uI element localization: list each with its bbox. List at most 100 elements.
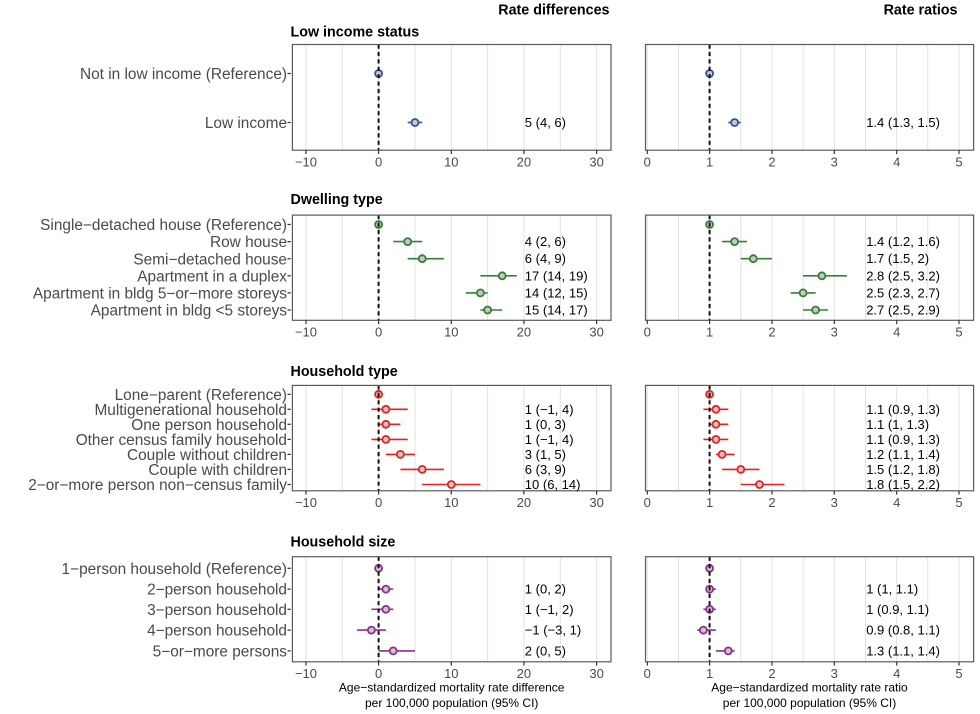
svg-text:2−person household: 2−person household: [147, 582, 287, 599]
svg-text:−1 (−3, 1): −1 (−3, 1): [525, 623, 581, 638]
svg-text:1: 1: [706, 154, 713, 169]
svg-text:Lone−parent (Reference): Lone−parent (Reference): [115, 387, 287, 404]
svg-text:1.5 (1.2, 1.8): 1.5 (1.2, 1.8): [866, 462, 940, 477]
svg-text:Apartment in bldg 5−or−more st: Apartment in bldg 5−or−more storeys: [33, 286, 287, 303]
svg-text:2: 2: [768, 324, 775, 339]
svg-text:Household type: Household type: [291, 364, 398, 380]
svg-text:per 100,000 population (95% CI: per 100,000 population (95% CI): [365, 696, 538, 710]
svg-text:4: 4: [893, 154, 900, 169]
svg-text:4: 4: [893, 495, 900, 510]
svg-text:30: 30: [589, 324, 603, 339]
svg-text:20: 20: [517, 324, 531, 339]
svg-text:1 (−1, 2): 1 (−1, 2): [525, 602, 574, 617]
svg-text:Multigenerational household: Multigenerational household: [94, 402, 287, 419]
svg-text:1.1 (0.9, 1.3): 1.1 (0.9, 1.3): [866, 402, 940, 417]
svg-text:6 (4, 9): 6 (4, 9): [525, 251, 566, 266]
svg-text:3−person household: 3−person household: [147, 602, 287, 619]
svg-text:3: 3: [831, 324, 838, 339]
svg-text:1.3 (1.1, 1.4): 1.3 (1.1, 1.4): [866, 643, 940, 658]
svg-text:Apartment in bldg <5 storeys: Apartment in bldg <5 storeys: [91, 303, 288, 320]
svg-text:3: 3: [831, 495, 838, 510]
svg-text:0: 0: [375, 666, 382, 681]
svg-text:0: 0: [375, 154, 382, 169]
svg-text:0: 0: [375, 324, 382, 339]
svg-text:0: 0: [644, 666, 651, 681]
svg-text:Low income status: Low income status: [291, 25, 420, 41]
svg-text:5 (4, 6): 5 (4, 6): [525, 115, 566, 130]
svg-text:14 (12, 15): 14 (12, 15): [525, 285, 588, 300]
svg-text:1 (0, 2): 1 (0, 2): [525, 582, 566, 597]
svg-text:1: 1: [706, 495, 713, 510]
svg-text:1: 1: [706, 324, 713, 339]
svg-text:Couple with children: Couple with children: [148, 462, 287, 479]
svg-text:1 (0.9, 1.1): 1 (0.9, 1.1): [866, 602, 929, 617]
svg-text:1.2 (1.1, 1.4): 1.2 (1.1, 1.4): [866, 447, 940, 462]
svg-text:20: 20: [517, 666, 531, 681]
svg-text:2: 2: [768, 154, 775, 169]
svg-text:5: 5: [955, 324, 962, 339]
svg-text:10: 10: [444, 324, 458, 339]
svg-text:2: 2: [768, 495, 775, 510]
svg-text:30: 30: [589, 495, 603, 510]
svg-text:1.7 (1.5, 2): 1.7 (1.5, 2): [866, 251, 929, 266]
svg-text:1 (−1, 4): 1 (−1, 4): [525, 402, 574, 417]
svg-text:One person household: One person household: [131, 417, 287, 434]
svg-text:Not in low income (Reference): Not in low income (Reference): [80, 66, 287, 83]
svg-text:1.1 (0.9, 1.3): 1.1 (0.9, 1.3): [866, 432, 940, 447]
svg-text:Age−standardized mortality rat: Age−standardized mortality rate differen…: [339, 680, 565, 694]
svg-text:Low income: Low income: [205, 115, 287, 132]
svg-text:3: 3: [831, 154, 838, 169]
svg-text:Semi−detached house: Semi−detached house: [133, 251, 287, 268]
svg-text:0: 0: [644, 324, 651, 339]
svg-text:1.8 (1.5, 2.2): 1.8 (1.5, 2.2): [866, 477, 940, 492]
svg-text:Age−standardized mortality rat: Age−standardized mortality rate ratio: [711, 680, 908, 694]
svg-text:1.1 (1, 1.3): 1.1 (1, 1.3): [866, 417, 929, 432]
svg-text:1 (1, 1.1): 1 (1, 1.1): [866, 582, 918, 597]
svg-text:−10: −10: [295, 666, 317, 681]
svg-text:−10: −10: [295, 495, 317, 510]
svg-text:1 (−1, 4): 1 (−1, 4): [525, 432, 574, 447]
svg-text:4−person household: 4−person household: [147, 623, 287, 640]
svg-text:5: 5: [955, 666, 962, 681]
svg-text:3 (1, 5): 3 (1, 5): [525, 447, 566, 462]
svg-text:20: 20: [517, 154, 531, 169]
svg-text:2.5 (2.3, 2.7): 2.5 (2.3, 2.7): [866, 285, 940, 300]
svg-text:3: 3: [831, 666, 838, 681]
svg-text:1: 1: [706, 666, 713, 681]
svg-text:4: 4: [893, 324, 900, 339]
svg-text:0: 0: [644, 154, 651, 169]
svg-text:2 (0, 5): 2 (0, 5): [525, 643, 566, 658]
svg-text:−10: −10: [295, 324, 317, 339]
svg-text:Rate ratios: Rate ratios: [884, 3, 958, 19]
svg-text:5: 5: [955, 495, 962, 510]
svg-text:0: 0: [644, 495, 651, 510]
svg-text:0.9 (0.8, 1.1): 0.9 (0.8, 1.1): [866, 623, 940, 638]
svg-text:10: 10: [444, 495, 458, 510]
svg-text:15 (14, 17): 15 (14, 17): [525, 303, 588, 318]
svg-text:10: 10: [444, 154, 458, 169]
svg-text:1.4 (1.2, 1.6): 1.4 (1.2, 1.6): [866, 234, 940, 249]
svg-text:5−or−more persons: 5−or−more persons: [153, 644, 288, 661]
svg-text:10 (6, 14): 10 (6, 14): [525, 477, 581, 492]
svg-text:Apartment in a duplex: Apartment in a duplex: [137, 268, 287, 285]
svg-text:Other census family household: Other census family household: [76, 432, 287, 449]
svg-text:Rate differences: Rate differences: [498, 3, 609, 19]
svg-text:6 (3, 9): 6 (3, 9): [525, 462, 566, 477]
svg-text:30: 30: [589, 666, 603, 681]
svg-text:20: 20: [517, 495, 531, 510]
svg-text:1−person household (Reference): 1−person household (Reference): [62, 561, 287, 578]
svg-text:Dwelling type: Dwelling type: [291, 192, 383, 208]
svg-text:Household size: Household size: [291, 535, 396, 551]
svg-text:2: 2: [768, 666, 775, 681]
svg-text:4: 4: [893, 666, 900, 681]
svg-text:−10: −10: [295, 154, 317, 169]
svg-text:1 (0, 3): 1 (0, 3): [525, 417, 566, 432]
svg-text:10: 10: [444, 666, 458, 681]
svg-text:30: 30: [589, 154, 603, 169]
svg-text:per 100,000 population (95% CI: per 100,000 population (95% CI): [723, 696, 896, 710]
svg-text:2.8 (2.5, 3.2): 2.8 (2.5, 3.2): [866, 268, 940, 283]
svg-text:Couple without children: Couple without children: [127, 447, 287, 464]
svg-text:5: 5: [955, 154, 962, 169]
svg-text:2−or−more person non−census fa: 2−or−more person non−census family: [28, 477, 287, 494]
svg-text:Single−detached house (Referen: Single−detached house (Reference): [40, 217, 287, 234]
